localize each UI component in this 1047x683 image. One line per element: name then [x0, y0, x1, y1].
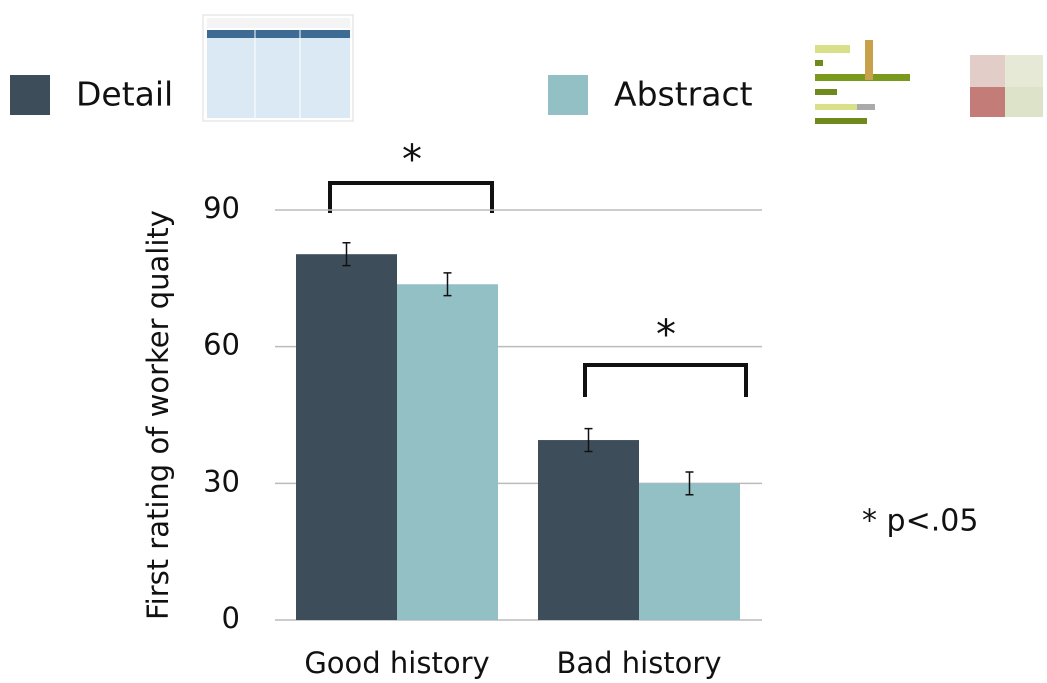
significance-note: * p<.05	[862, 504, 978, 539]
legend-swatch	[548, 75, 588, 115]
bar	[296, 254, 397, 620]
error-bar	[443, 272, 452, 297]
legend-label: Detail	[76, 75, 173, 114]
error-bar	[584, 427, 593, 453]
significance-bracket	[583, 363, 748, 397]
detail-thumbnail	[202, 14, 354, 122]
y-tick-label: 0	[222, 601, 240, 635]
y-tick-label: 30	[203, 464, 240, 498]
significance-star: *	[656, 312, 676, 358]
significance-star: *	[402, 137, 422, 183]
bar	[538, 440, 639, 620]
y-tick-label: 60	[203, 328, 240, 362]
x-tick-label: Good history	[304, 646, 489, 680]
y-tick-label: 90	[203, 191, 240, 225]
bar	[639, 483, 740, 620]
x-tick-label: Bad history	[556, 646, 721, 680]
legend-label: Abstract	[614, 75, 753, 114]
significance-bracket	[328, 181, 494, 213]
bar	[397, 284, 498, 620]
y-axis-label: First rating of worker quality	[141, 210, 175, 620]
error-bar	[342, 242, 351, 267]
legend-swatch	[10, 75, 50, 115]
abstract-thumbnail	[815, 40, 1043, 124]
error-bar	[685, 471, 694, 496]
